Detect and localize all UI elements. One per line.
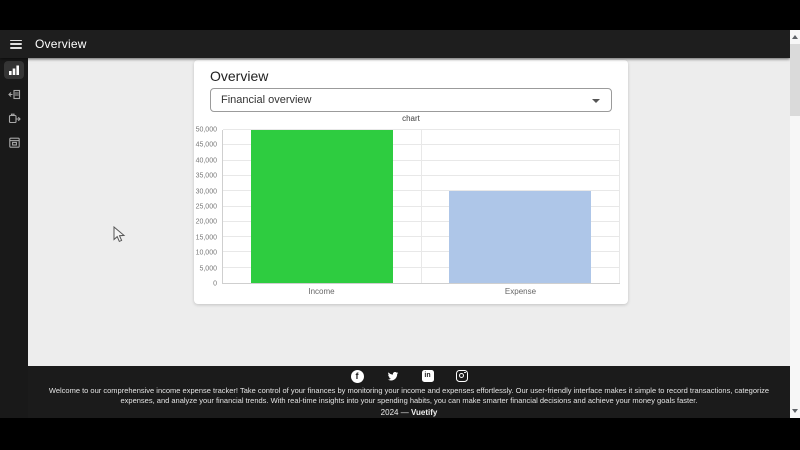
social-icons-row: f in: [28, 366, 790, 383]
brand-name: Vuetify: [410, 408, 438, 417]
twitter-icon[interactable]: [386, 370, 400, 382]
y-tick-label: 30,000: [195, 188, 217, 196]
chart-x-axis-labels: Income Expense: [222, 287, 620, 296]
y-tick-label: 40,000: [195, 157, 217, 165]
sidebar-item-overview[interactable]: [4, 61, 24, 79]
instagram-icon[interactable]: [455, 370, 468, 382]
gridline: [223, 144, 620, 146]
sidebar-item-expense[interactable]: [4, 109, 24, 127]
y-tick-label: 20,000: [195, 218, 217, 226]
bar-income[interactable]: [250, 130, 393, 283]
chart-y-axis-labels: 0 5,000 10,000 15,000 20,000 25,000 30,000 35,0…: [194, 126, 219, 288]
scroll-up-icon[interactable]: [792, 35, 798, 39]
nav-rail: [0, 58, 28, 418]
app-bar: Overview: [0, 30, 790, 58]
y-tick-label: 45,000: [195, 141, 217, 149]
linkedin-icon[interactable]: in: [421, 370, 434, 382]
footer: f in Welcome to our comprehensive income…: [28, 366, 790, 418]
gridline: [223, 266, 620, 268]
sidebar-item-income[interactable]: [4, 85, 24, 103]
y-tick-label: 50,000: [195, 126, 217, 134]
gridline: [223, 159, 620, 161]
chevron-down-icon: [592, 99, 600, 103]
footer-copyright: 2024 — Vuetify: [380, 408, 438, 417]
sidebar-item-calendar[interactable]: [4, 133, 24, 151]
y-tick-label: 25,000: [195, 203, 217, 211]
chart-category-cell: [223, 130, 422, 283]
bar-chart-icon: [8, 64, 20, 76]
gridline: [223, 205, 620, 207]
archive-arrow-left-icon: [7, 88, 21, 101]
chart-plot[interactable]: [222, 129, 620, 284]
card-title: Overview: [210, 68, 269, 84]
gridline: [223, 129, 620, 130]
overview-card: Overview Financial overview chart 0 5,000…: [194, 60, 628, 304]
y-tick-label: 35,000: [195, 172, 217, 180]
app-bar-title: Overview: [35, 37, 87, 51]
chart-type-select[interactable]: Financial overview: [210, 88, 612, 112]
box-arrow-right-icon: [8, 112, 21, 125]
bar-expense[interactable]: [449, 191, 592, 283]
scroll-down-icon[interactable]: [792, 409, 798, 413]
gridline: [223, 251, 620, 253]
vertical-scrollbar[interactable]: [790, 30, 800, 418]
gridline: [223, 236, 620, 238]
gridline: [223, 190, 620, 192]
y-tick-label: 5,000: [199, 265, 217, 273]
gridline: [223, 174, 620, 176]
y-tick-label: 10,000: [195, 249, 217, 257]
x-tick-label: Expense: [504, 287, 537, 296]
chart-title: chart: [402, 114, 420, 123]
menu-icon[interactable]: [10, 39, 22, 49]
y-tick-label: 15,000: [195, 234, 217, 242]
facebook-icon[interactable]: f: [350, 369, 364, 383]
x-tick-label: Income: [308, 287, 335, 296]
y-tick-label: 0: [213, 280, 217, 288]
scrollbar-thumb[interactable]: [790, 44, 800, 116]
footer-description: Welcome to our comprehensive income expe…: [48, 386, 770, 405]
gridline: [223, 220, 620, 222]
select-value: Financial overview: [221, 94, 312, 106]
calendar-icon: [8, 136, 21, 149]
chart-category-cell: [422, 130, 620, 283]
